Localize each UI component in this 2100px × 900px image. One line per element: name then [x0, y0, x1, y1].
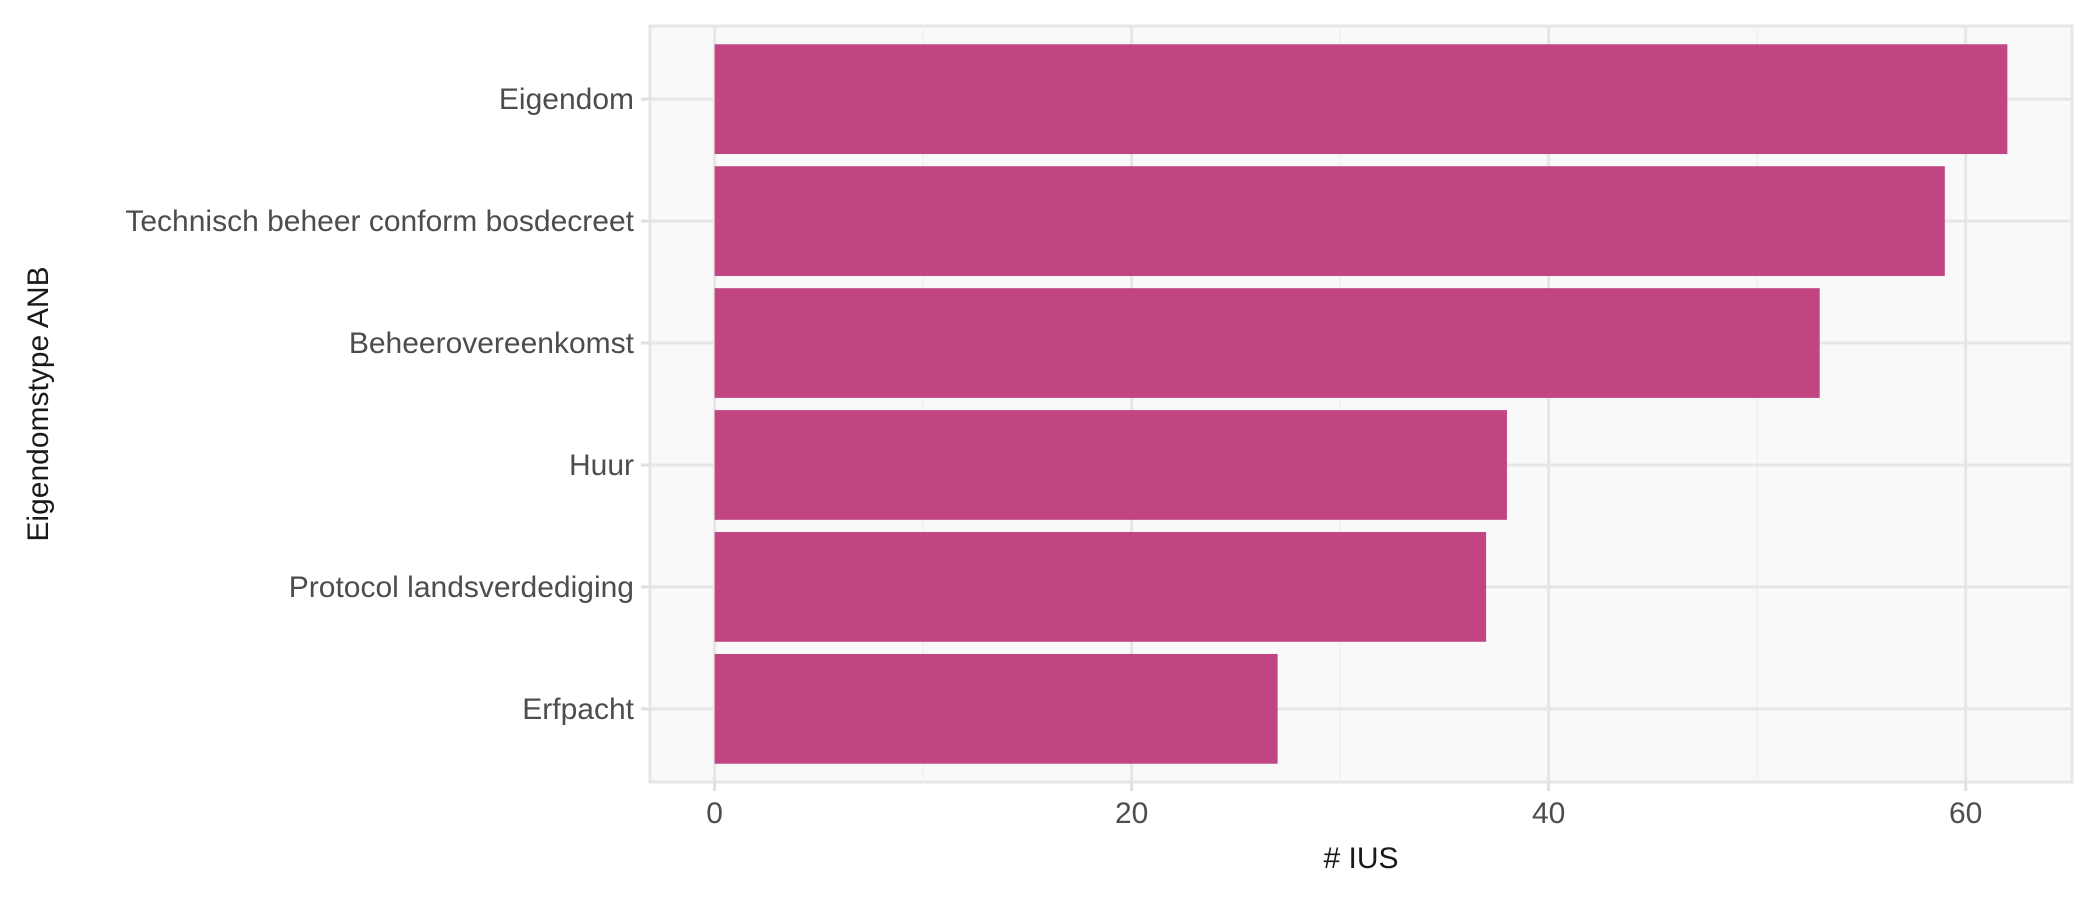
y-tick-labels: Eigendom Technisch beheer conform bosdecr…	[125, 83, 650, 726]
x-tick-labels: 0 20 40 60	[706, 782, 1982, 830]
x-axis-title: # IUS	[1323, 842, 1398, 875]
y-tick-label: Eigendom	[499, 83, 634, 116]
bar	[714, 532, 1487, 642]
bars	[714, 44, 2008, 764]
y-tick-label: Technisch beheer conform bosdecreet	[125, 205, 634, 238]
x-tick-label: 20	[1115, 797, 1148, 830]
x-tick-label: 0	[706, 797, 723, 830]
y-tick-label: Protocol landsverdediging	[289, 571, 634, 604]
bar	[714, 166, 1945, 276]
x-tick-label: 60	[1949, 797, 1982, 830]
bar	[714, 653, 1278, 764]
bar	[714, 44, 2008, 155]
bar	[714, 410, 1507, 520]
y-axis-title: Eigendomstype ANB	[22, 266, 55, 541]
x-tick-label: 40	[1532, 797, 1565, 830]
bar	[714, 288, 1820, 398]
y-tick-label: Huur	[569, 449, 634, 482]
y-tick-label: Erfpacht	[522, 693, 634, 726]
y-tick-label: Beheerovereenkomst	[349, 327, 635, 360]
